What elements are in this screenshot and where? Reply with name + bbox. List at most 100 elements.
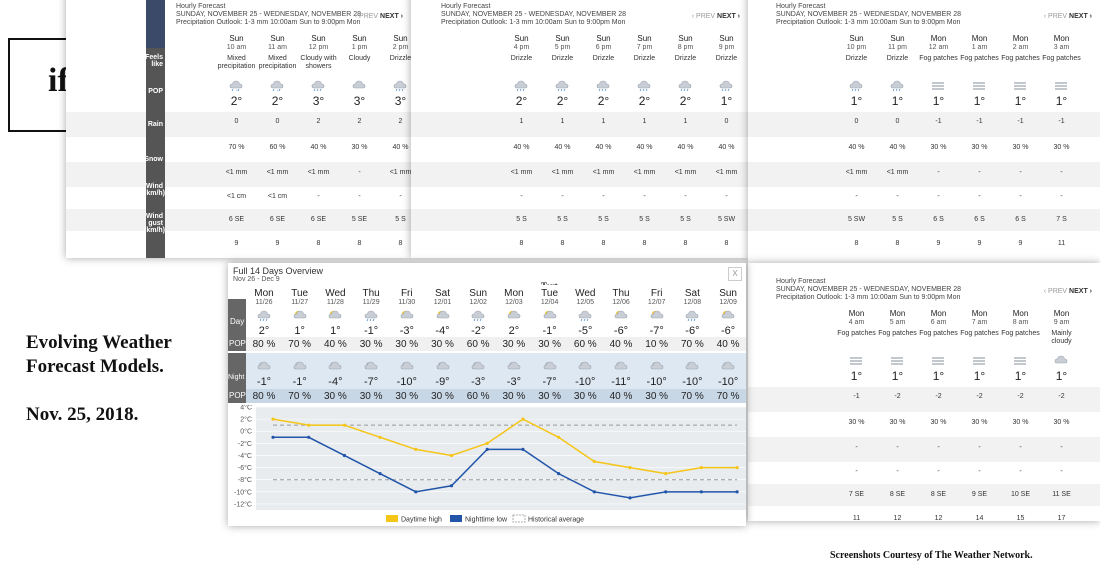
- hour-pop: 40 %: [677, 144, 694, 151]
- hour-snow: -: [317, 193, 320, 200]
- row-band: [411, 112, 748, 137]
- hour-rain: <1 mm: [886, 169, 909, 176]
- hour-rain: -: [978, 444, 981, 451]
- mixed-icon: *: [229, 80, 243, 93]
- next-button[interactable]: NEXT ›: [378, 13, 403, 20]
- hour-wind: 5 SE: [351, 216, 368, 223]
- daytime-high-line: [272, 418, 738, 475]
- hour-day: Mon: [1053, 34, 1070, 43]
- overview-low-pop: 30 %: [538, 391, 561, 402]
- chart-y-tick: -4°C: [238, 452, 252, 460]
- sun-cloud-icon: [329, 310, 342, 319]
- hour-snow: -: [725, 193, 728, 200]
- moon-cloud-icon: [257, 361, 271, 370]
- hour-wind: 6 SE: [269, 216, 286, 223]
- fog-icon: [850, 357, 862, 365]
- hour-rain: -: [896, 444, 899, 451]
- overview-low-pop: 80 %: [252, 391, 276, 402]
- overview-high-pop: 60 %: [466, 339, 490, 350]
- hour-day: Mon: [930, 309, 947, 318]
- hour-day: Mon: [1012, 34, 1029, 43]
- hour-time: 12 am: [928, 44, 949, 51]
- hour-pop: 30 %: [971, 144, 988, 151]
- hour-temp: 1°: [850, 94, 863, 108]
- prev-button[interactable]: ‹ PREV: [691, 13, 716, 20]
- hour-gust: 9: [977, 240, 982, 247]
- hour-rain: <1 mm: [510, 169, 533, 176]
- hour-temp: 2°: [638, 94, 651, 108]
- drizzle-icon: [555, 80, 569, 92]
- moon-cloud-icon: [686, 361, 699, 370]
- next-button[interactable]: NEXT ›: [1067, 288, 1092, 295]
- overview-low: -1°: [292, 376, 307, 388]
- overview-date: 12/06: [612, 299, 630, 306]
- hour-wind: 7 SE: [848, 491, 865, 498]
- hourly-panel: Hourly Forecast SUNDAY, NOVEMBER 25 - WED…: [411, 0, 748, 258]
- close-button[interactable]: X: [728, 267, 742, 281]
- next-button[interactable]: NEXT ›: [715, 13, 740, 20]
- hour-snow: <1 cm: [267, 193, 288, 200]
- row-label-gust: Wind gust (km/h): [144, 213, 165, 234]
- hour-wind: 5 S: [557, 216, 568, 223]
- overview-date: 11/26: [255, 299, 273, 306]
- cloud-icon: [352, 80, 366, 89]
- hourly-nav: ‹ PREV NEXT ›: [1044, 288, 1092, 295]
- hour-temp: 2°: [556, 94, 569, 108]
- overview-low-pop: 30 %: [395, 391, 419, 402]
- hour-wind: 9 SE: [971, 491, 988, 498]
- hour-pop: 30 %: [889, 419, 906, 426]
- pop-day-band: [246, 337, 746, 351]
- hour-wind: 5 S: [639, 216, 650, 223]
- overview-high: 2°: [508, 325, 520, 337]
- overview-day: Sun: [719, 288, 737, 299]
- row-band: [748, 484, 1100, 506]
- row-band: [66, 162, 411, 187]
- hour-pop: 40 %: [513, 144, 530, 151]
- pop-label-day: POP: [229, 339, 246, 348]
- hour-snow: -: [1019, 468, 1022, 475]
- hour-temp: 2°: [230, 94, 243, 108]
- fog-icon: [1055, 82, 1067, 90]
- day-label: Day: [230, 317, 245, 326]
- overview-day: Wed: [325, 288, 346, 299]
- hour-temp: 1°: [973, 94, 986, 108]
- nighttime-low-point: [449, 484, 454, 488]
- hour-desc: Fog patches: [837, 330, 876, 337]
- overview-date: 12/05: [576, 299, 595, 306]
- overview-low: -3°: [471, 376, 486, 388]
- hour-snow: -: [520, 193, 523, 200]
- overview-day: Thu: [612, 288, 630, 299]
- hour-time: 1 am: [971, 44, 988, 51]
- svg-text:*: *: [236, 88, 238, 93]
- prev-button[interactable]: ‹ PREV: [354, 13, 379, 20]
- hour-desc: Fog patches: [960, 55, 999, 62]
- drizzle-icon: [393, 80, 407, 92]
- chart-y-tick: -12°C: [234, 500, 252, 508]
- overview-day: Sun: [469, 288, 488, 299]
- overview-title: Full 14 Days Overview: [233, 266, 324, 276]
- hour-time: 8 am: [1012, 319, 1029, 326]
- prev-button[interactable]: ‹ PREV: [1043, 13, 1068, 20]
- overview-day: Fri: [400, 288, 413, 299]
- hour-snow: -: [684, 193, 687, 200]
- row-label-rain: Rain: [147, 121, 163, 128]
- hour-temp: 1°: [720, 94, 733, 108]
- row-band: [748, 112, 1100, 137]
- hour-snow: -: [358, 193, 361, 200]
- hour-day: Mon: [1012, 309, 1029, 318]
- nighttime-low-point: [342, 453, 346, 458]
- hour-wind: 5 S: [598, 216, 609, 223]
- hour-snow: -: [399, 193, 402, 200]
- sun-cloud-icon: [507, 310, 521, 319]
- hour-rain: <1 mm: [307, 169, 330, 176]
- hour-wind: 5 S: [892, 216, 903, 223]
- hour-snow: -: [1060, 468, 1063, 475]
- showers-icon: [311, 80, 325, 92]
- hour-feels: 1: [519, 118, 524, 125]
- hour-feels: 2: [316, 118, 321, 125]
- hourly-panel: Hourly Forecast SUNDAY, NOVEMBER 25 - WED…: [748, 0, 1100, 264]
- prev-button[interactable]: ‹ PREV: [1043, 288, 1068, 295]
- next-button[interactable]: NEXT ›: [1067, 13, 1092, 20]
- title-line-2: Forecast Models.: [26, 356, 164, 377]
- hour-desc: Drizzle: [674, 55, 697, 62]
